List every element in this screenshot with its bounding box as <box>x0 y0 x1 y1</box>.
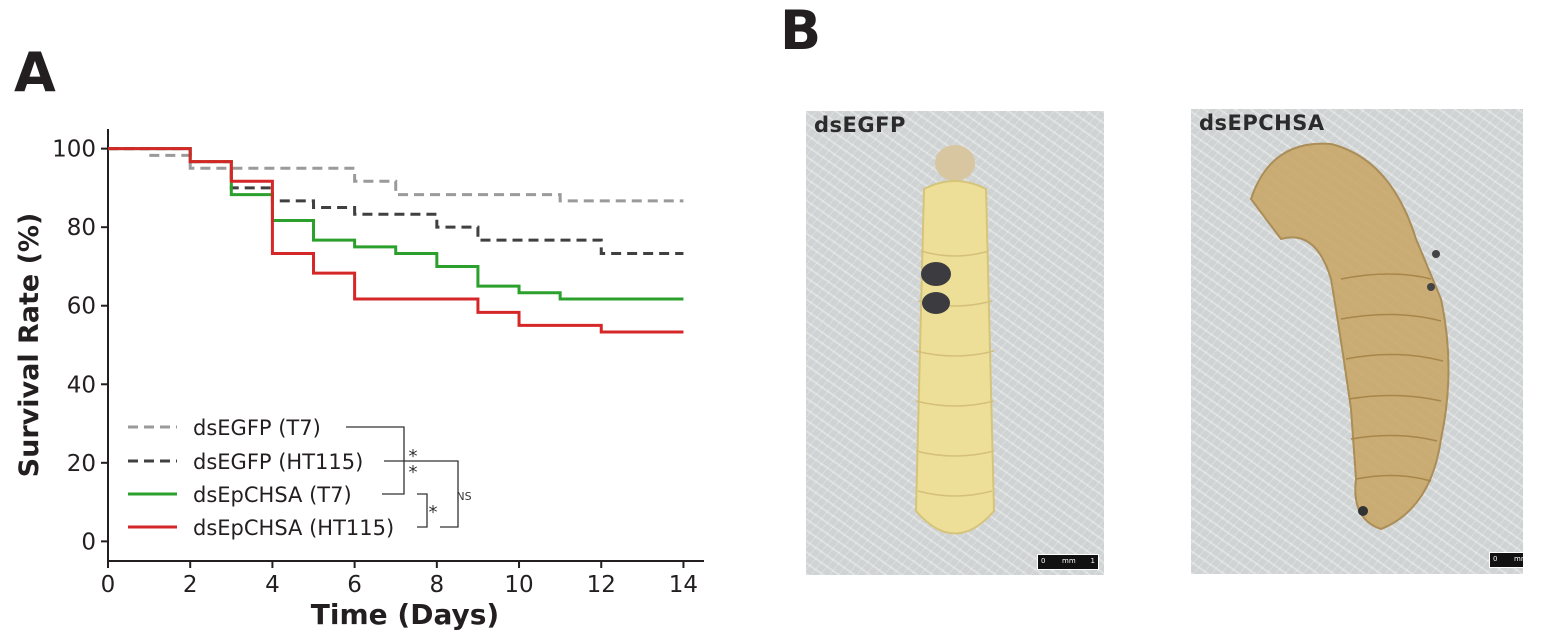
chart-legend: dsEGFP (T7) dsEGFP (HT115) dsEpCHSA (T7) ds… <box>128 416 394 540</box>
annotation-0: * <box>409 446 418 467</box>
scale-left: 0 <box>1041 557 1046 565</box>
panel-a-letter: A <box>14 41 56 104</box>
annotation-3: NS <box>456 490 471 503</box>
scale-left: 0 <box>1493 555 1498 563</box>
annotation-2: * <box>429 502 438 523</box>
photo-label-dsepchsa: dsEPCHSA <box>1199 111 1325 135</box>
series-line-3 <box>108 147 684 334</box>
x-tick-label: 2 <box>183 572 198 598</box>
annotation-1: * <box>409 462 418 483</box>
y-tick-label: 60 <box>67 294 96 320</box>
larva-healthy-image <box>914 145 996 535</box>
x-tick-label: 0 <box>101 572 116 598</box>
x-tick-label: 14 <box>669 572 698 598</box>
photo-label-dsegfp: dsEGFP <box>814 113 906 137</box>
panel-b-letter: B <box>780 0 822 62</box>
x-tick-label: 10 <box>504 572 533 598</box>
legend-label-1: dsEGFP (HT115) <box>193 450 363 474</box>
scale-mid: mm <box>1062 557 1076 565</box>
x-tick-label: 6 <box>347 572 362 598</box>
x-tick-label: 8 <box>430 572 445 598</box>
photo-dsepchsa: dsEPCHSA 0 mm 0 <box>1191 109 1523 574</box>
y-tick-label: 0 <box>81 529 96 555</box>
photo-dsegfp: dsEGFP 0 mm 1 <box>806 111 1104 575</box>
scale-mid: mm <box>1514 555 1523 563</box>
x-axis-label: Time (Days) <box>311 598 499 631</box>
y-axis-label: Survival Rate (%) <box>14 213 45 478</box>
y-tick-label: 20 <box>67 451 96 477</box>
legend-label-2: dsEpCHSA (T7) <box>193 483 352 507</box>
scale-bar-dsegfp: 0 mm 1 <box>1037 554 1099 570</box>
chart-series <box>108 147 684 334</box>
series-line-1 <box>108 147 684 255</box>
bracket-ht115 <box>384 460 459 528</box>
larva-deformed-image <box>1249 142 1450 531</box>
chart-axes: 0 20 40 60 80 100 0 2 4 6 8 10 12 14 <box>52 129 704 598</box>
scale-right: 1 <box>1090 557 1095 565</box>
y-tick-label: 100 <box>52 137 96 163</box>
legend-label-3: dsEpCHSA (HT115) <box>193 516 394 540</box>
bracket-chsa <box>417 493 428 528</box>
scale-bar-dsepchsa: 0 mm 0 <box>1489 552 1523 568</box>
x-tick-label: 12 <box>587 572 616 598</box>
legend-label-0: dsEGFP (T7) <box>193 416 321 440</box>
y-tick-label: 40 <box>67 372 96 398</box>
x-tick-label: 4 <box>265 572 280 598</box>
significance-brackets: ***NS <box>346 426 472 528</box>
series-line-2 <box>108 147 684 301</box>
y-tick-label: 80 <box>67 215 96 241</box>
series-line-0 <box>108 147 684 203</box>
